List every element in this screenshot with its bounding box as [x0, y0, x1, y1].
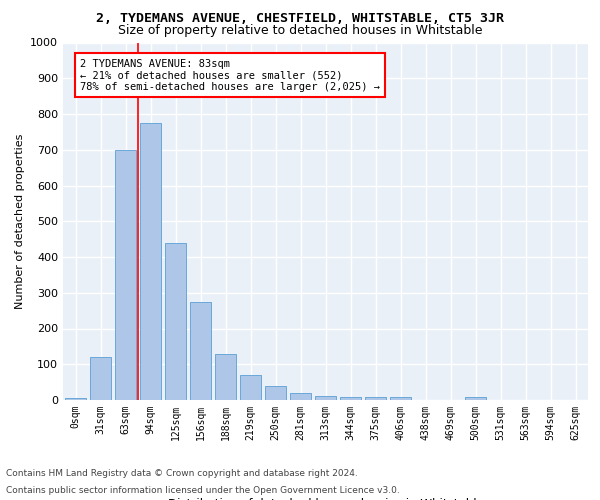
- Bar: [140, 123, 161, 400]
- Bar: [165, 242, 186, 400]
- Bar: [465, 397, 486, 400]
- Text: 2, TYDEMANS AVENUE, CHESTFIELD, WHITSTABLE, CT5 3JR: 2, TYDEMANS AVENUE, CHESTFIELD, WHITSTAB…: [96, 12, 504, 26]
- Bar: [290, 393, 311, 400]
- Text: 2 TYDEMANS AVENUE: 83sqm
← 21% of detached houses are smaller (552)
78% of semi-: 2 TYDEMANS AVENUE: 83sqm ← 21% of detach…: [80, 58, 380, 92]
- Text: Contains HM Land Registry data © Crown copyright and database right 2024.: Contains HM Land Registry data © Crown c…: [6, 468, 358, 477]
- Text: Size of property relative to detached houses in Whitstable: Size of property relative to detached ho…: [118, 24, 482, 37]
- Bar: [365, 397, 386, 400]
- Bar: [65, 398, 86, 400]
- X-axis label: Distribution of detached houses by size in Whitstable: Distribution of detached houses by size …: [167, 498, 484, 500]
- Bar: [240, 375, 261, 400]
- Y-axis label: Number of detached properties: Number of detached properties: [14, 134, 25, 309]
- Bar: [90, 357, 111, 400]
- Bar: [215, 354, 236, 400]
- Bar: [265, 386, 286, 400]
- Bar: [315, 396, 336, 400]
- Bar: [340, 397, 361, 400]
- Bar: [390, 397, 411, 400]
- Text: Contains public sector information licensed under the Open Government Licence v3: Contains public sector information licen…: [6, 486, 400, 495]
- Bar: [190, 302, 211, 400]
- Bar: [115, 150, 136, 400]
